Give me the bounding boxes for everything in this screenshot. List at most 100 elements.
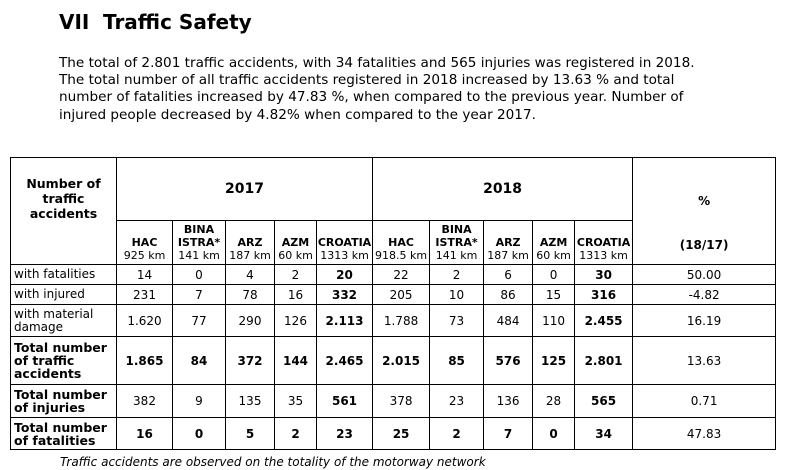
table-cell: 576 xyxy=(483,336,534,385)
column-header-2017: BINA ISTRA* 141 km xyxy=(172,220,226,265)
table-row: Total number of injuries 382 9 135 35 561 378 2… xyxy=(10,384,777,418)
column-length: 918.5 km xyxy=(375,249,428,262)
table-cell: 2 xyxy=(429,417,485,450)
table-cell: 5 xyxy=(225,417,275,450)
table-cell: 110 xyxy=(532,304,576,337)
table-row: Total number of traffic accidents 1.865 84… xyxy=(10,336,777,385)
row-label: with injured xyxy=(10,284,117,305)
column-header-2017: AZM 60 km xyxy=(274,220,317,265)
table-cell: 7 xyxy=(172,284,226,305)
column-name: HAC xyxy=(131,236,158,249)
column-name: ARZ xyxy=(237,236,263,249)
table-cell: 20 xyxy=(315,264,374,285)
table-cell: 9 xyxy=(172,384,226,418)
percent-symbol: % xyxy=(698,194,711,208)
column-length: 1313 km xyxy=(579,249,628,262)
percent-change-cell: 50.00 xyxy=(632,264,777,285)
table-row: with fatalities 14 0 4 2 20 22 2 6 0 30 50.00 xyxy=(10,264,777,285)
year-2017-header: 2017 xyxy=(115,157,374,221)
column-header-2018: BINA ISTRA* 141 km xyxy=(429,220,485,265)
percent-change-cell: 0.71 xyxy=(632,384,777,418)
table-cell: 1.865 xyxy=(116,336,173,385)
table-cell: 2.015 xyxy=(372,336,431,385)
table-cell: 1.620 xyxy=(116,304,173,337)
row-label: Total number of fatalities xyxy=(10,417,117,450)
column-length: 187 km xyxy=(487,249,529,262)
column-name: CROATIA xyxy=(317,236,372,249)
column-length: 60 km xyxy=(536,249,571,262)
column-header-2018: AZM 60 km xyxy=(532,220,576,265)
table-cell: 144 xyxy=(274,336,317,385)
percent-header: % (18/17) xyxy=(632,157,777,265)
table-cell: 484 xyxy=(483,304,534,337)
column-name: ARZ xyxy=(495,236,521,249)
table-cell: 378 xyxy=(372,384,431,418)
table-row: with injured 231 7 78 16 332 205 10 86 15 316 -4.82 xyxy=(10,284,777,305)
column-length: 925 km xyxy=(123,249,166,262)
table-cell: 78 xyxy=(225,284,275,305)
table-cell: 0 xyxy=(172,264,226,285)
column-header-2017: ARZ 187 km xyxy=(225,220,275,265)
table-cell: 34 xyxy=(574,417,634,450)
table-cell: 2.113 xyxy=(315,304,374,337)
column-name-line2: ISTRA* xyxy=(177,236,221,249)
traffic-accidents-table: Number of traffic accidents 2017 2018 % … xyxy=(10,157,777,450)
header-row-years: Number of traffic accidents 2017 2018 % … xyxy=(10,157,777,265)
table-cell: 0 xyxy=(532,264,576,285)
table-cell: 561 xyxy=(315,384,374,418)
table-cell: 231 xyxy=(116,284,173,305)
table-cell: 205 xyxy=(372,284,431,305)
section-title: Traffic Safety xyxy=(103,10,252,34)
table-cell: 14 xyxy=(116,264,173,285)
table-cell: 125 xyxy=(532,336,576,385)
table-cell: 16 xyxy=(274,284,317,305)
column-name: AZM xyxy=(281,236,310,249)
table-cell: 2.455 xyxy=(574,304,634,337)
table-cell: 126 xyxy=(274,304,317,337)
table-cell: 332 xyxy=(315,284,374,305)
row-label: Total number of injuries xyxy=(10,384,117,418)
table-cell: 4 xyxy=(225,264,275,285)
table-cell: 35 xyxy=(274,384,317,418)
table-cell: 2.801 xyxy=(574,336,634,385)
table-cell: 77 xyxy=(172,304,226,337)
table-cell: 23 xyxy=(429,384,485,418)
column-name: AZM xyxy=(539,236,568,249)
column-length: 1313 km xyxy=(320,249,369,262)
table-cell: 22 xyxy=(372,264,431,285)
column-name: HAC xyxy=(388,236,414,249)
table-cell: 136 xyxy=(483,384,534,418)
table-cell: 565 xyxy=(574,384,634,418)
table-cell: 86 xyxy=(483,284,534,305)
table-cell: 28 xyxy=(532,384,576,418)
column-header-2018: HAC 918.5 km xyxy=(372,220,431,265)
table-row: Total number of fatalities 16 0 5 2 23 25 2 7 0 34… xyxy=(10,417,777,450)
table-cell: 15 xyxy=(532,284,576,305)
table-cell: 0 xyxy=(172,417,226,450)
column-length: 141 km xyxy=(435,249,478,262)
column-name-line2: ISTRA* xyxy=(435,236,478,249)
column-header-2017: CROATIA 1313 km xyxy=(315,220,374,265)
table-row: with material damage 1.620 77 290 126 2.113 1.… xyxy=(10,304,777,337)
column-length: 60 km xyxy=(278,249,313,262)
percent-change-cell: 47.83 xyxy=(632,417,777,450)
column-name: CROATIA xyxy=(576,236,631,249)
table-cell: 6 xyxy=(483,264,534,285)
row-label: with material damage xyxy=(10,304,117,337)
table-cell: 2.465 xyxy=(315,336,374,385)
percent-change-cell: 13.63 xyxy=(632,336,777,385)
summary-paragraph: The total of 2.801 traffic accidents, wi… xyxy=(59,55,695,123)
percent-change-cell: -4.82 xyxy=(632,284,777,305)
table-cell: 316 xyxy=(574,284,634,305)
table-cell: 2 xyxy=(429,264,485,285)
table-cell: 2 xyxy=(274,417,317,450)
column-length: 187 km xyxy=(229,249,271,262)
table-cell: 372 xyxy=(225,336,275,385)
year-2018-header: 2018 xyxy=(372,157,634,221)
section-heading: VII Traffic Safety xyxy=(59,10,252,34)
table-cell: 23 xyxy=(315,417,374,450)
table-cell: 0 xyxy=(532,417,576,450)
table-cell: 84 xyxy=(172,336,226,385)
column-header-2017: HAC 925 km xyxy=(116,220,173,265)
row-label: with fatalities xyxy=(10,264,117,285)
